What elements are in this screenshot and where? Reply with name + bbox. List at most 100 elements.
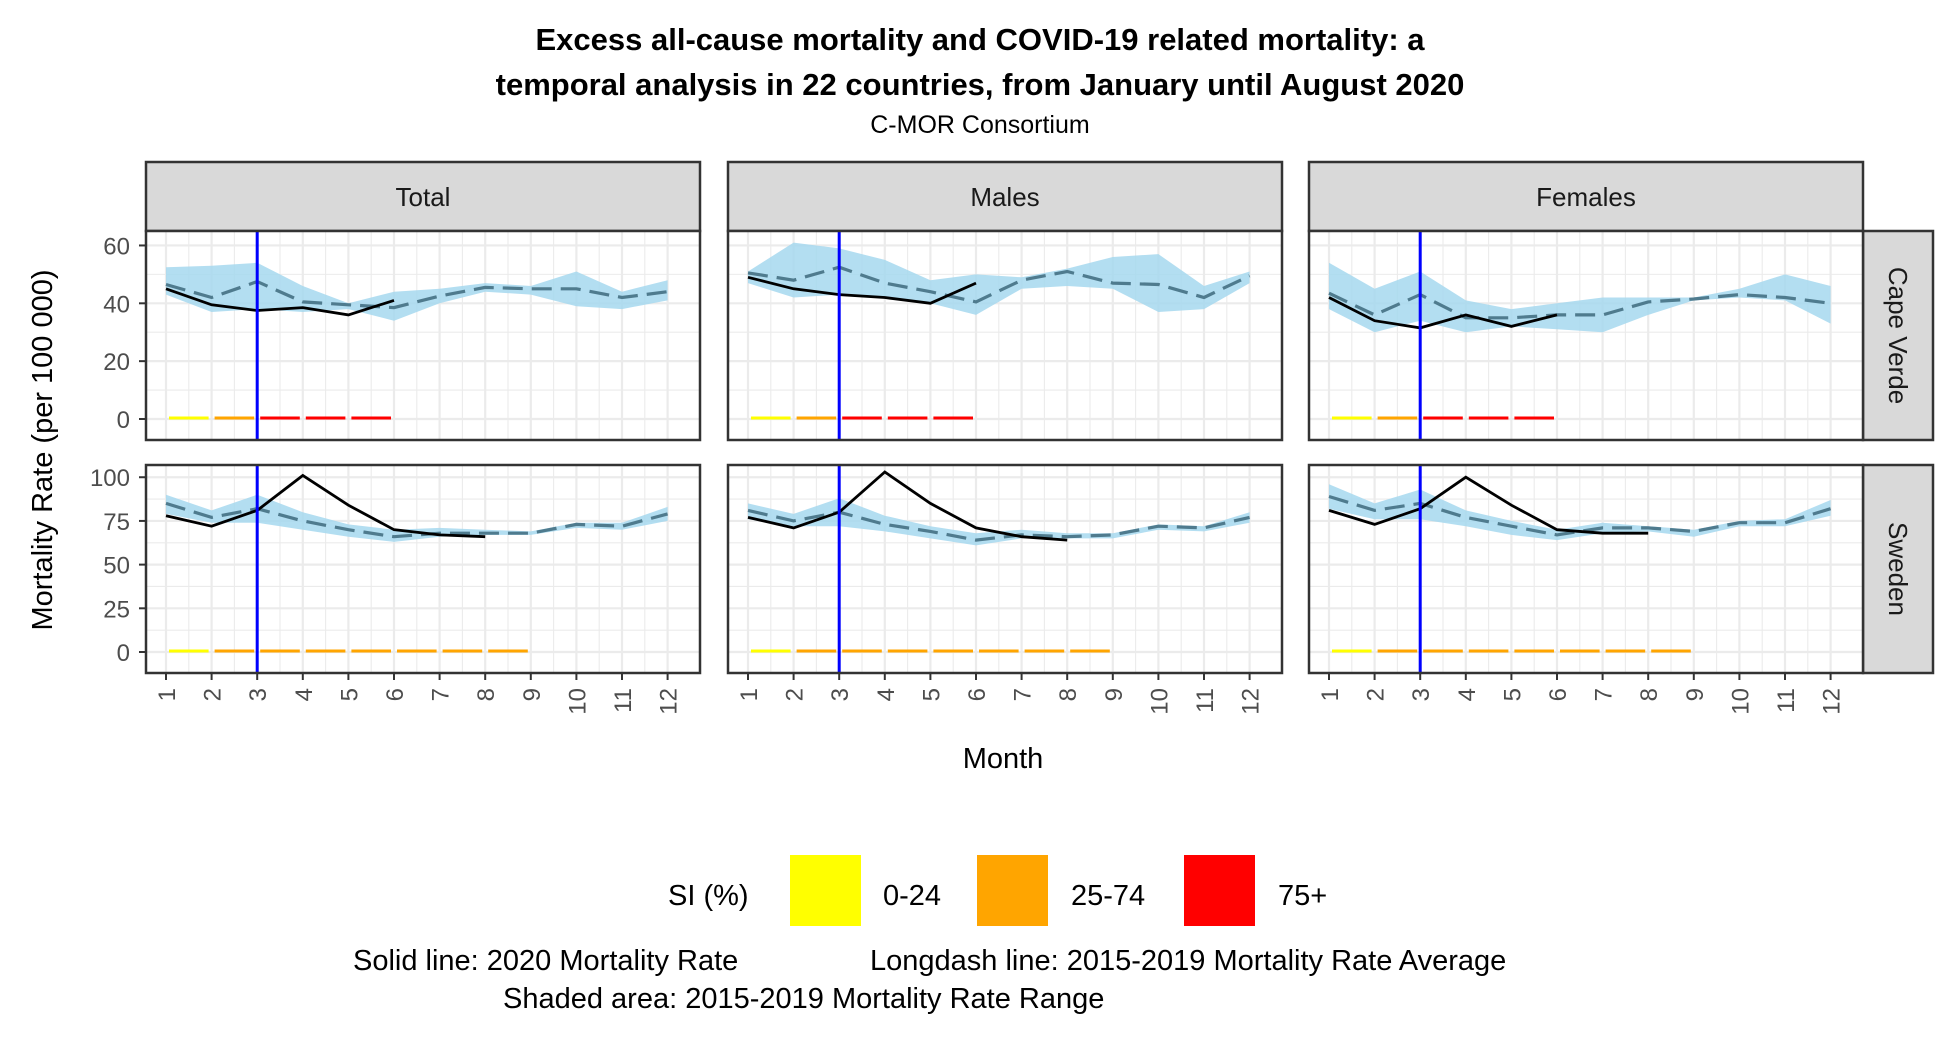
line-2020-cape-verde-males [747, 275, 977, 305]
x-tick-label-total-6: 6 [382, 688, 409, 701]
strip-females [1307, 160, 1865, 233]
x-tick-label-total-11: 11 [610, 688, 637, 713]
y-tick-label-cape-verde-0: 0 [117, 407, 130, 434]
x-tick-label-females-3: 3 [1408, 688, 1435, 701]
x-tick-label-total-9: 9 [519, 688, 546, 701]
x-tick-label-males-8: 8 [1055, 688, 1082, 701]
panel-border-cape-verde-females [1307, 229, 1865, 442]
legend-key-25-74 [977, 855, 1048, 926]
y-tick-label-sweden-75: 75 [103, 509, 130, 536]
x-axis-label: Month [963, 743, 1044, 775]
y-tick-label-sweden-0: 0 [117, 640, 130, 667]
x-tick-label-males-7: 7 [1010, 688, 1037, 701]
legend-key-75-plus [1184, 855, 1255, 926]
x-tick-label-females-6: 6 [1545, 688, 1572, 701]
x-tick-label-females-8: 8 [1636, 688, 1663, 701]
chart-title-line-1: Excess all-cause mortality and COVID-19 … [535, 22, 1425, 57]
range-band-cape-verde-total [166, 262, 668, 321]
range-band-cape-verde-males [748, 242, 1250, 315]
line-2020-cape-verde-total [165, 287, 395, 317]
panel-sweden-males [726, 463, 1284, 675]
x-tick-label-total-10: 10 [564, 688, 591, 715]
y-tick-label-sweden-50: 50 [103, 553, 130, 580]
panel-border-cape-verde-total [144, 229, 702, 442]
y-tick-label-cape-verde-60: 60 [103, 233, 130, 260]
avg-line-sweden-females [1328, 494, 1832, 537]
strip-cape-verde [1861, 229, 1935, 442]
x-tick-label-males-6: 6 [964, 688, 991, 701]
panel-border-sweden-females [1307, 463, 1865, 675]
y-tick-label-sweden-100: 100 [90, 465, 130, 492]
x-tick-label-females-10: 10 [1727, 688, 1754, 715]
avg-line-sweden-total [165, 501, 669, 539]
legend-title: SI (%) [668, 880, 749, 912]
legend-label-0-24: 0-24 [883, 880, 941, 912]
line-2020-sweden-females [1328, 475, 1649, 535]
panel-bg-sweden-females [1309, 465, 1863, 673]
panel-cape-verde-total [144, 229, 702, 442]
x-tick-label-females-12: 12 [1819, 688, 1846, 715]
panel-bg-cape-verde-females [1309, 231, 1863, 440]
x-tick-label-males-2: 2 [782, 688, 809, 701]
panel-border-cape-verde-males [726, 229, 1284, 442]
y-tick-label-cape-verde-40: 40 [103, 291, 130, 318]
avg-line-cape-verde-females [1328, 291, 1831, 320]
strip-label-males: Males [970, 182, 1039, 212]
y-tick-label-sweden-25: 25 [103, 596, 130, 623]
x-tick-label-females-1: 1 [1317, 688, 1344, 701]
legend-key-0-24 [790, 855, 861, 926]
caption-solid-line: Solid line: 2020 Mortality Rate [353, 945, 738, 977]
panel-cape-verde-males [726, 229, 1284, 442]
chart-title-line-2: temporal analysis in 22 countries, from … [496, 67, 1465, 102]
x-tick-label-females-2: 2 [1363, 688, 1390, 701]
panel-bg-sweden-total [146, 465, 700, 673]
strip-sweden [1861, 463, 1935, 675]
strip-label-total: Total [396, 182, 451, 212]
line-2020-cape-verde-females [1328, 296, 1558, 330]
strip-males [726, 160, 1284, 233]
x-tick-label-males-5: 5 [918, 688, 945, 701]
x-tick-label-females-11: 11 [1773, 688, 1800, 713]
x-tick-label-females-5: 5 [1499, 688, 1526, 701]
x-tick-label-males-10: 10 [1146, 688, 1173, 715]
strip-label-cape-verde: Cape Verde [1883, 267, 1913, 404]
panel-sweden-total [144, 463, 702, 675]
caption-shaded-area: Shaded area: 2015-2019 Mortality Rate Ra… [503, 983, 1104, 1015]
legend-label-25-74: 25-74 [1071, 880, 1145, 912]
x-tick-label-males-4: 4 [873, 688, 900, 701]
x-tick-label-total-7: 7 [428, 688, 455, 701]
y-axis-label: Mortality Rate (per 100 000) [27, 269, 59, 630]
x-tick-label-males-1: 1 [736, 688, 763, 701]
y-tick-label-cape-verde-20: 20 [103, 349, 130, 376]
x-tick-label-total-5: 5 [336, 688, 363, 701]
strip-label-females: Females [1536, 182, 1636, 212]
range-band-sweden-females [1329, 484, 1831, 541]
x-tick-label-females-9: 9 [1682, 688, 1709, 701]
range-band-cape-verde-females [1329, 262, 1831, 333]
x-tick-label-total-8: 8 [473, 688, 500, 701]
x-tick-label-males-3: 3 [827, 688, 854, 701]
x-tick-label-males-12: 12 [1238, 688, 1265, 715]
x-tick-label-males-9: 9 [1101, 688, 1128, 701]
x-tick-label-females-7: 7 [1591, 688, 1618, 701]
x-tick-label-males-11: 11 [1192, 688, 1219, 713]
caption-longdash-line: Longdash line: 2015-2019 Mortality Rate … [870, 945, 1506, 977]
avg-line-cape-verde-total [165, 279, 668, 310]
x-tick-label-total-4: 4 [291, 688, 318, 701]
legend-label-75-plus: 75+ [1278, 880, 1327, 912]
strip-label-sweden: Sweden [1883, 522, 1913, 616]
x-tick-label-total-2: 2 [200, 688, 227, 701]
panel-bg-cape-verde-total [146, 231, 700, 440]
panel-bg-sweden-males [728, 465, 1282, 673]
panel-border-sweden-total [144, 463, 702, 675]
x-tick-label-total-1: 1 [154, 688, 181, 701]
panel-sweden-females [1307, 463, 1865, 675]
strip-total [144, 160, 702, 233]
panel-border-sweden-males [726, 463, 1284, 675]
chart-subtitle: C-MOR Consortium [870, 111, 1089, 139]
line-2020-sweden-males [747, 470, 1068, 542]
line-2020-sweden-total [165, 473, 486, 539]
panel-cape-verde-females [1307, 229, 1865, 442]
